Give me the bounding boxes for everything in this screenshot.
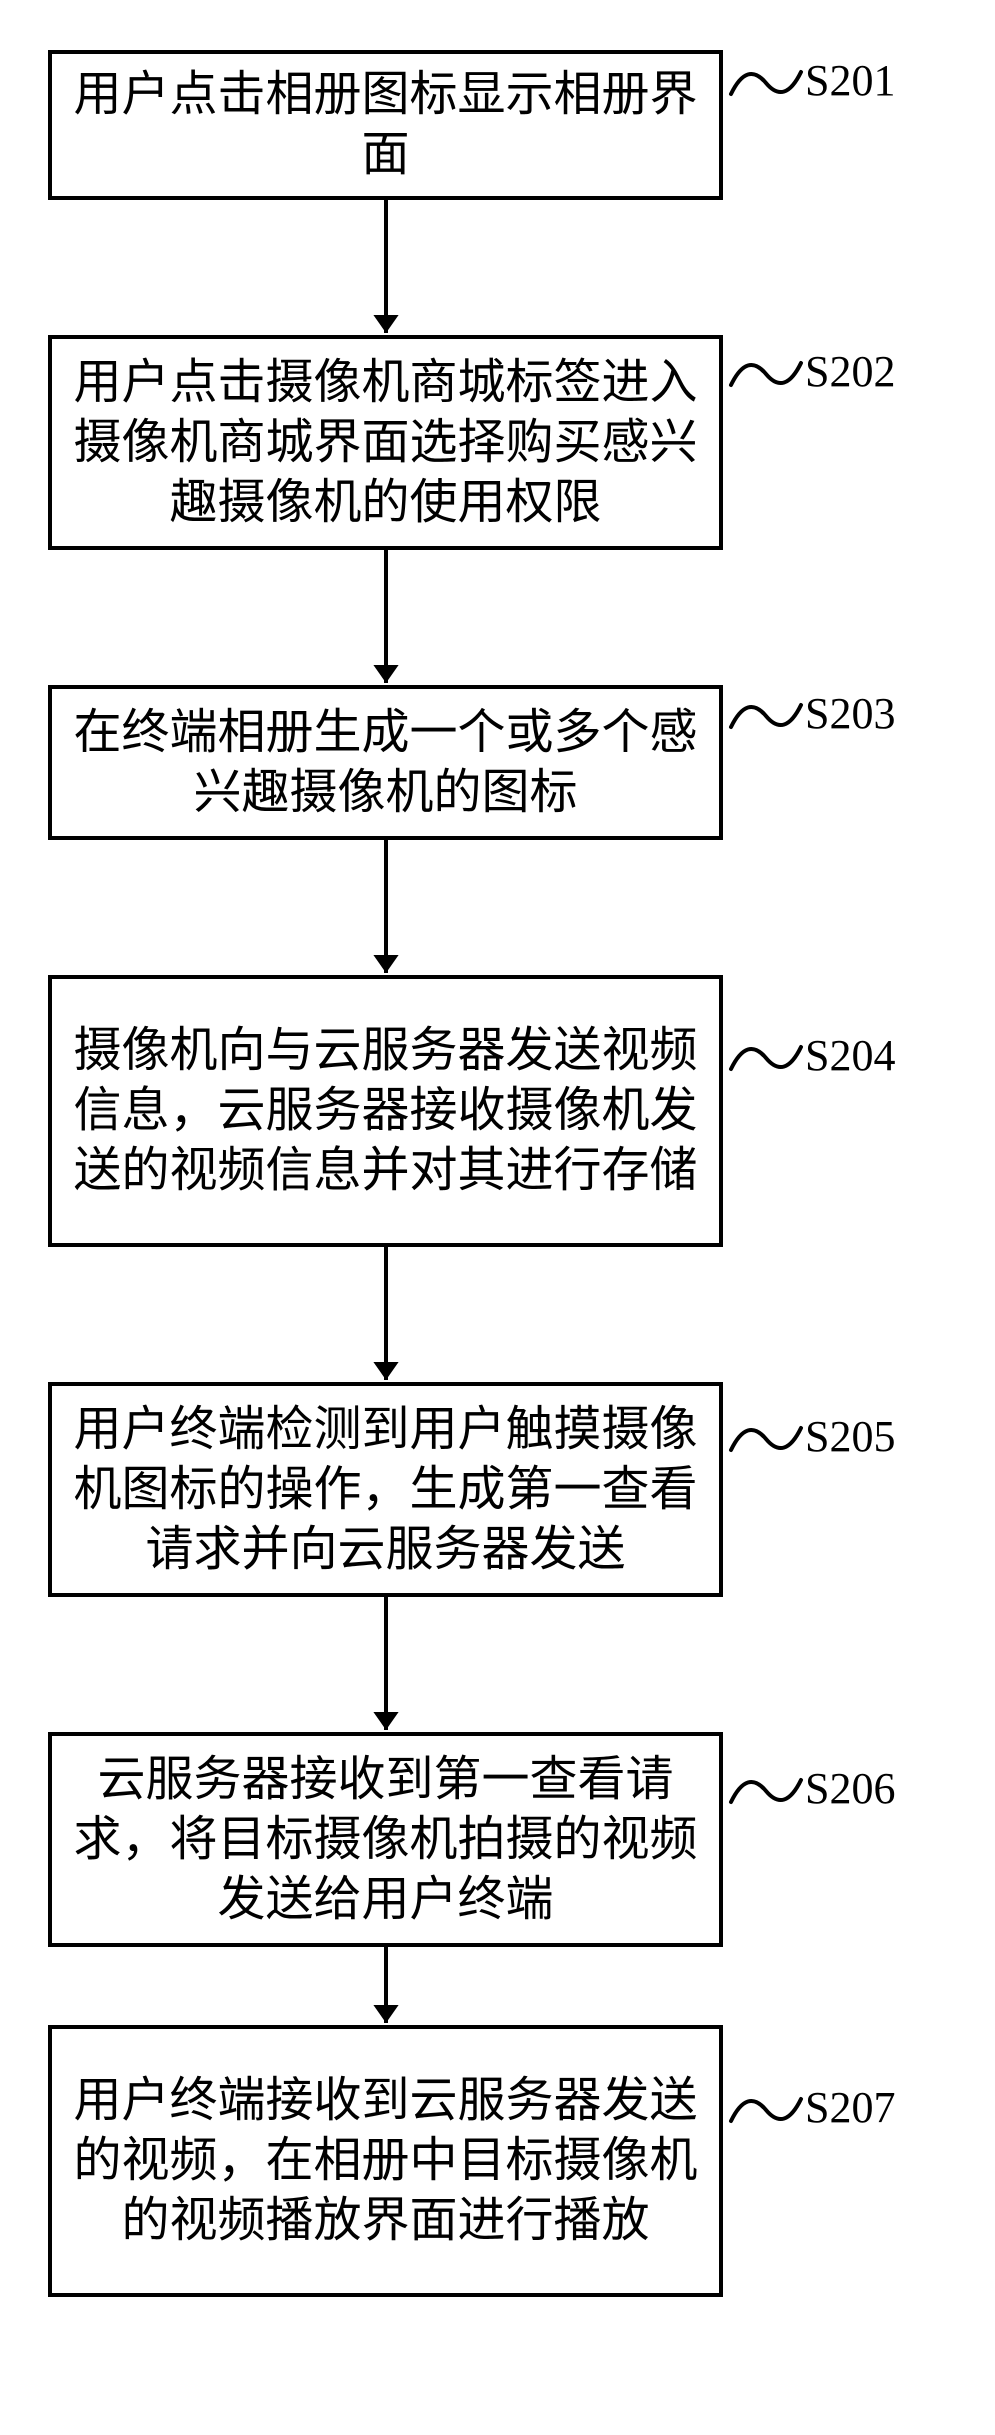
flowchart-step-s204: 摄像机向与云服务器发送视频信息，云服务器接收摄像机发送的视频信息并对其进行存储 … [0, 975, 995, 1247]
step-label-group-s206: S206 [727, 1732, 895, 1816]
step-label-group-s204: S204 [727, 975, 895, 1083]
step-text: 摄像机向与云服务器发送视频信息，云服务器接收摄像机发送的视频信息并对其进行存储 [70, 1021, 701, 1201]
step-box-s203: 在终端相册生成一个或多个感兴趣摄像机的图标 [48, 685, 723, 840]
arrow-s205 [0, 1597, 995, 1732]
step-text: 用户终端接收到云服务器发送的视频，在相册中目标摄像机的视频播放界面进行播放 [70, 2071, 701, 2251]
step-label: S204 [805, 1030, 895, 1081]
step-box-s205: 用户终端检测到用户触摸摄像机图标的操作，生成第一查看请求并向云服务器发送 [48, 1382, 723, 1597]
step-label: S206 [805, 1763, 895, 1814]
flowchart-step-s206: 云服务器接收到第一查看请求，将目标摄像机拍摄的视频发送给用户终端 S206 [0, 1732, 995, 1947]
step-text: 用户终端检测到用户触摸摄像机图标的操作，生成第一查看请求并向云服务器发送 [70, 1400, 701, 1580]
arrow-s206 [0, 1947, 995, 2025]
flowchart-step-s207: 用户终端接收到云服务器发送的视频，在相册中目标摄像机的视频播放界面进行播放 S2… [0, 2025, 995, 2297]
step-label-group-s207: S207 [727, 2025, 895, 2135]
step-label-group-s205: S205 [727, 1382, 895, 1464]
step-label-group-s203: S203 [727, 685, 895, 741]
arrow-s202 [0, 550, 995, 685]
arrow-s201 [0, 200, 995, 335]
step-box-s206: 云服务器接收到第一查看请求，将目标摄像机拍摄的视频发送给用户终端 [48, 1732, 723, 1947]
step-box-s201: 用户点击相册图标显示相册界面 [48, 50, 723, 200]
step-label: S207 [805, 2082, 895, 2133]
step-text: 在终端相册生成一个或多个感兴趣摄像机的图标 [70, 703, 701, 823]
step-label: S201 [805, 55, 895, 106]
step-text: 用户点击摄像机商城标签进入摄像机商城界面选择购买感兴趣摄像机的使用权限 [70, 353, 701, 533]
step-label: S205 [805, 1411, 895, 1462]
step-box-s204: 摄像机向与云服务器发送视频信息，云服务器接收摄像机发送的视频信息并对其进行存储 [48, 975, 723, 1247]
step-text: 云服务器接收到第一查看请求，将目标摄像机拍摄的视频发送给用户终端 [70, 1750, 701, 1930]
step-text: 用户点击相册图标显示相册界面 [70, 65, 701, 185]
step-box-s207: 用户终端接收到云服务器发送的视频，在相册中目标摄像机的视频播放界面进行播放 [48, 2025, 723, 2297]
flowchart-step-s201: 用户点击相册图标显示相册界面 S201 [0, 50, 995, 200]
arrow-s203 [0, 840, 995, 975]
step-label: S203 [805, 688, 895, 739]
step-label: S202 [805, 346, 895, 397]
step-box-s202: 用户点击摄像机商城标签进入摄像机商城界面选择购买感兴趣摄像机的使用权限 [48, 335, 723, 550]
arrow-s204 [0, 1247, 995, 1382]
step-label-group-s202: S202 [727, 335, 895, 399]
flowchart-step-s205: 用户终端检测到用户触摸摄像机图标的操作，生成第一查看请求并向云服务器发送 S20… [0, 1382, 995, 1597]
flowchart-step-s203: 在终端相册生成一个或多个感兴趣摄像机的图标 S203 [0, 685, 995, 840]
step-label-group-s201: S201 [727, 50, 895, 108]
flowchart-step-s202: 用户点击摄像机商城标签进入摄像机商城界面选择购买感兴趣摄像机的使用权限 S202 [0, 335, 995, 550]
